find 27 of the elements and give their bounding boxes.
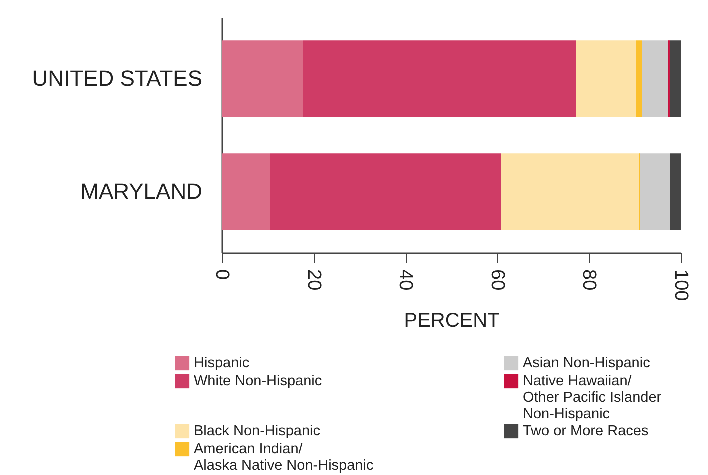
- bar: [303, 40, 576, 118]
- bar: [670, 40, 681, 118]
- bar: [640, 154, 670, 230]
- bar: [501, 154, 640, 230]
- x-tick-label: 80: [578, 270, 600, 291]
- legend-label: Asian Non-Hispanic: [523, 356, 650, 372]
- bar: [670, 154, 681, 230]
- bar: [642, 40, 668, 118]
- bar: [270, 154, 502, 230]
- legend-label: Hispanic: [194, 356, 250, 372]
- y-tick-label: MARYLAND: [80, 178, 202, 204]
- x-tick-label: 20: [303, 270, 324, 291]
- bar: [222, 40, 304, 118]
- legend-label: Native Hawaiian/ Other Pacific Islander Non-Hispanic: [523, 374, 662, 422]
- legend-label: American Indian/ Alaska Native Non-Hispanic: [194, 442, 374, 474]
- bar: [222, 154, 270, 230]
- x-tick-label: 0: [212, 270, 232, 280]
- x-tick-label: 40: [395, 270, 416, 291]
- legend-label: Black Non-Hispanic: [194, 424, 321, 440]
- x-axis-title: PERCENT: [404, 310, 500, 332]
- legend-label: White Non-Hispanic: [194, 374, 322, 390]
- y-tick-label: UNITED STATES: [32, 66, 202, 92]
- bar: [576, 40, 636, 118]
- legend-label: Two or More Races: [523, 424, 649, 440]
- bar: [636, 40, 642, 118]
- x-tick-label: 60: [486, 270, 508, 291]
- x-tick-label: 100: [670, 270, 692, 302]
